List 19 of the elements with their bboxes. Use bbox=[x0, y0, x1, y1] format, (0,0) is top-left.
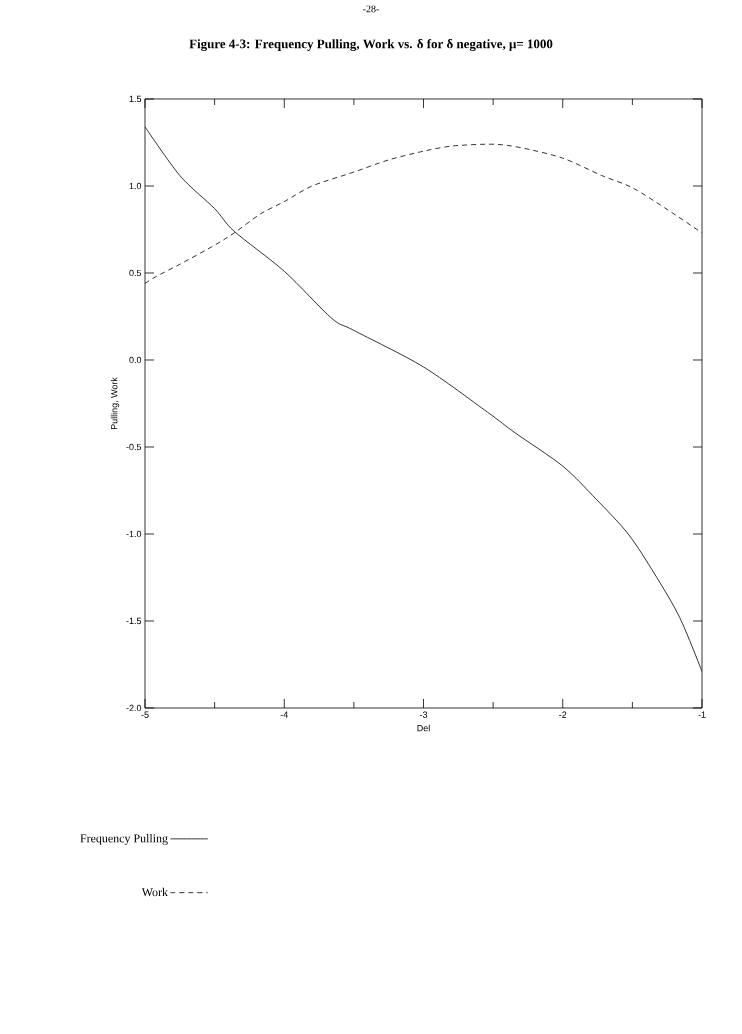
x-axis-title: Del bbox=[417, 724, 430, 732]
y-tick-label: 1.5 bbox=[129, 95, 142, 103]
x-tick-label: -4 bbox=[280, 711, 288, 718]
x-tick-label: -2 bbox=[559, 711, 567, 718]
text: -28- bbox=[363, 5, 379, 13]
y-tick-label: -1.0 bbox=[126, 530, 142, 538]
legend-label: Frequency Pulling bbox=[80, 833, 168, 845]
x-tick-label: -5 bbox=[141, 711, 149, 718]
x-tick-label: -3 bbox=[419, 711, 428, 718]
y-tick-label: -0.5 bbox=[126, 443, 142, 451]
y-tick-label: 1.0 bbox=[129, 182, 142, 190]
chart-title: Figure 4-3: Frequency Pulling, Work vs. δ for δ negative, μ= 1000 bbox=[189, 39, 553, 51]
y-tick-label: -1.5 bbox=[126, 617, 142, 625]
x-tick-label: -1 bbox=[698, 711, 706, 718]
y-tick-label: -2.0 bbox=[126, 704, 142, 712]
y-tick-label: 0.0 bbox=[129, 356, 142, 364]
y-tick-label: 0.5 bbox=[129, 269, 142, 277]
y-axis-title: Pulling, Work bbox=[110, 377, 120, 430]
legend-label: Work bbox=[141, 887, 168, 897]
